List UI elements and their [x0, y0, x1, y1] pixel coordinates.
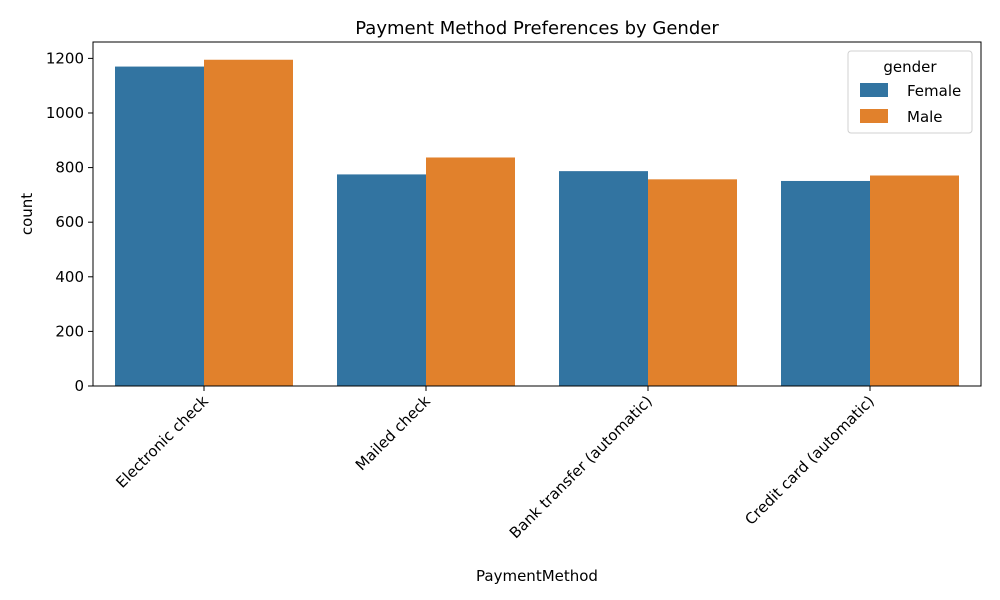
y-tick-label: 200: [55, 322, 84, 340]
legend-swatch-male: [860, 109, 888, 123]
legend: gender Female Male: [847, 50, 973, 134]
bar-female-2: [559, 171, 648, 386]
legend-label-male: Male: [907, 108, 943, 126]
y-tick-label: 600: [55, 213, 84, 231]
bar-male-0: [204, 59, 293, 386]
y-tick-label: 0: [74, 377, 84, 395]
bar-female-0: [115, 66, 204, 387]
x-tick-label: Credit card (automatic): [741, 392, 878, 529]
legend-title: gender: [883, 58, 937, 76]
x-tick-label: Bank transfer (automatic): [506, 392, 656, 542]
legend-swatch-female: [860, 83, 888, 97]
legend-label-female: Female: [907, 82, 961, 100]
bar-male-2: [648, 179, 737, 386]
y-tick-label: 800: [55, 159, 84, 177]
bar-female-3: [781, 180, 870, 386]
x-tick-label: Mailed check: [352, 392, 434, 474]
y-axis-ticks: 0 200 400 600 800 1000 1200: [46, 49, 93, 395]
bar-male-1: [426, 157, 515, 386]
chart-title: Payment Method Preferences by Gender: [355, 18, 719, 39]
plot-area: [115, 59, 959, 387]
bar-male-3: [870, 175, 959, 386]
x-tick-label: Electronic check: [112, 392, 212, 492]
y-tick-label: 1000: [46, 104, 84, 122]
x-axis-ticks: Electronic check Mailed check Bank transfe…: [112, 386, 878, 542]
x-axis-label: PaymentMethod: [476, 567, 598, 585]
y-axis-label: count: [18, 193, 36, 235]
bar-female-1: [337, 174, 426, 386]
axes-frame: [92, 41, 982, 387]
y-tick-label: 1200: [46, 49, 84, 67]
y-tick-label: 400: [55, 268, 84, 286]
